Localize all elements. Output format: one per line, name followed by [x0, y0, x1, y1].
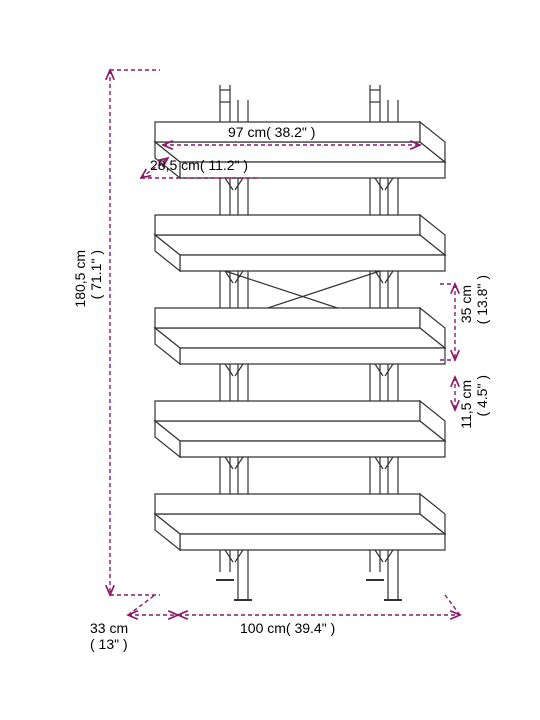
diagram-container: 180,5 cm ( 71.1" ) 97 cm( 38.2" ) 28,5 c… — [0, 0, 540, 720]
depth-metric: 28,5 cm — [150, 157, 200, 173]
label-spacing-imperial: ( 13.8" ) — [474, 275, 490, 324]
shelf-2 — [155, 215, 445, 283]
widthtotal-metric: 100 cm — [240, 620, 286, 636]
widthtotal-imperial: ( 39.4" ) — [286, 620, 335, 636]
innerwidth-metric: 97 cm — [228, 124, 266, 140]
innerwidth-imperial: ( 38.2" ) — [266, 124, 315, 140]
shelf-3 — [155, 308, 445, 376]
shelf-5 — [155, 494, 445, 562]
label-innerwidth-metric: 97 cm( 38.2" ) — [228, 124, 315, 140]
label-depthtotal: 33 cm( 13" ) — [90, 620, 128, 652]
label-height-metric: 180,5 cm — [72, 250, 88, 308]
depthtotal-metric: 33 cm — [90, 620, 128, 636]
shelves — [155, 122, 445, 600]
depthtotal-imperial: ( 13" ) — [90, 636, 128, 652]
label-depth-metric: 28,5 cm( 11.2" ) — [150, 157, 248, 173]
shelf-diagram — [0, 0, 540, 720]
shelf-4 — [155, 401, 445, 469]
label-lip-metric: 11,5 cm — [458, 380, 474, 429]
label-lip-imperial: ( 4.5" ) — [474, 375, 490, 417]
label-widthtotal: 100 cm( 39.4" ) — [240, 620, 335, 636]
feet — [216, 580, 402, 600]
label-spacing-metric: 35 cm — [458, 285, 474, 323]
depth-imperial: ( 11.2" ) — [200, 157, 248, 173]
label-height-imperial: ( 71.1" ) — [88, 250, 104, 299]
